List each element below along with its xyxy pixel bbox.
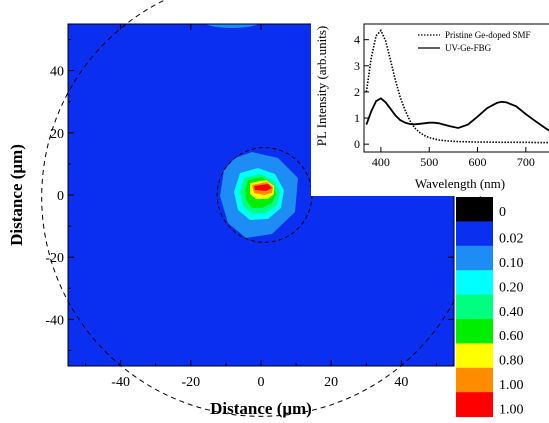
- inset-series-line-2: [365, 97, 549, 132]
- x-tick-label: 0: [258, 375, 265, 390]
- y-tick-label: -40: [45, 313, 64, 328]
- inset-legend-label: UV-Ge-FBG: [445, 43, 492, 53]
- inset-frame: [363, 23, 549, 153]
- x-tick-label: -40: [111, 375, 130, 390]
- y-tick-label: 20: [50, 127, 64, 142]
- legend-label: 0.40: [499, 305, 524, 320]
- inset-background: [311, 0, 549, 196]
- legend-label: 0: [499, 205, 506, 220]
- inset-y-axis-title: PL Intensity (arb.units): [314, 26, 329, 146]
- inset-axis-ticks: 400 500 600 700 0 1 2 3 4: [354, 33, 535, 169]
- inset-y-tick-label: 1: [354, 111, 360, 125]
- edge-leak-blob: [205, 24, 259, 28]
- legend-swatch: [456, 245, 493, 271]
- inset-x-tick-label: 600: [469, 155, 487, 169]
- inset-series-line-1: [365, 29, 549, 144]
- legend-swatch: [456, 392, 493, 418]
- inset-y-tick-label: 0: [354, 137, 360, 151]
- legend-swatch: [456, 221, 493, 247]
- legend-swatch: [456, 197, 493, 222]
- y-axis-title: Distance (μm): [7, 144, 26, 246]
- inset-y-tick-label: 2: [354, 85, 360, 99]
- legend-swatch: [456, 319, 493, 344]
- legend-label: 0.10: [499, 256, 524, 271]
- x-axis-title: Distance (μm): [210, 399, 312, 418]
- legend-label: 0.80: [499, 354, 524, 369]
- inset-x-tick-label: 400: [372, 155, 390, 169]
- core-hot-spot: [220, 152, 298, 238]
- legend-label: 0.20: [499, 280, 524, 295]
- inset-x-tick-label: 500: [420, 155, 438, 169]
- legend-label: 1.00: [499, 402, 524, 417]
- color-scale-legend: 0 0.02 0.10 0.20 0.40 0.60 0.80 1.00 1.00: [456, 197, 524, 417]
- inset-x-tick-label: 700: [517, 155, 535, 169]
- y-tick-label: 0: [57, 189, 64, 204]
- legend-swatch: [456, 343, 493, 369]
- inset-x-axis-title: Wavelength (nm): [415, 176, 505, 191]
- legend-swatch: [456, 367, 493, 393]
- inset-y-tick-label: 3: [354, 59, 360, 73]
- legend-label: 0.02: [499, 232, 524, 247]
- x-tick-label: 20: [324, 375, 338, 390]
- inset-y-tick-label: 4: [354, 33, 360, 47]
- legend-swatch: [456, 294, 493, 320]
- edge-leak-core: [216, 18, 248, 24]
- y-tick-label: -20: [45, 251, 64, 266]
- x-tick-label: -20: [181, 375, 200, 390]
- legend-swatch: [456, 270, 493, 296]
- x-tick-label: 40: [394, 375, 408, 390]
- y-tick-label: 40: [50, 65, 64, 80]
- inset-legend-label: Pristine Ge-doped SMF: [445, 30, 531, 40]
- legend-label: 1.00: [499, 378, 524, 393]
- pl-spectrum-inset: 400 500 600 700 0 1 2 3 4 Pristine Ge-doped SMF U…: [311, 0, 549, 196]
- contour-1.00-red: [254, 184, 272, 191]
- inset-legend: Pristine Ge-doped SMF UV-Ge-FBG: [418, 30, 531, 53]
- legend-label: 0.60: [499, 329, 524, 344]
